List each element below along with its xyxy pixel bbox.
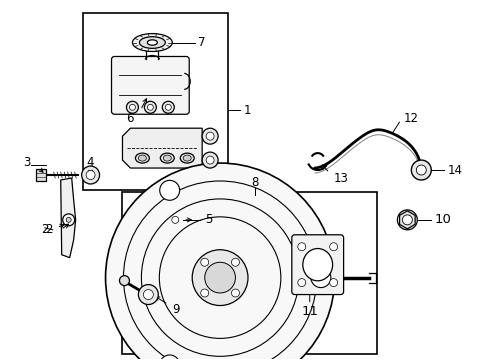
Circle shape (297, 279, 305, 287)
Circle shape (397, 210, 416, 230)
Circle shape (162, 101, 174, 113)
Circle shape (402, 215, 411, 225)
Circle shape (200, 258, 208, 266)
Circle shape (297, 243, 305, 251)
Circle shape (143, 289, 153, 300)
Ellipse shape (138, 155, 146, 161)
Circle shape (160, 355, 179, 360)
Ellipse shape (183, 155, 191, 161)
Circle shape (171, 216, 179, 223)
Text: 3: 3 (23, 156, 30, 168)
Circle shape (119, 276, 129, 285)
Circle shape (86, 171, 95, 180)
Circle shape (200, 289, 208, 297)
Circle shape (144, 101, 156, 113)
Circle shape (231, 289, 239, 297)
FancyBboxPatch shape (291, 235, 343, 294)
Ellipse shape (147, 40, 157, 45)
Circle shape (231, 258, 239, 266)
Circle shape (206, 132, 214, 140)
Bar (122, 192, 377, 354)
Circle shape (204, 262, 235, 293)
Text: 4: 4 (87, 156, 94, 168)
Bar (82, 13, 227, 190)
Text: 1: 1 (244, 104, 251, 117)
Polygon shape (122, 128, 202, 168)
Ellipse shape (302, 248, 332, 281)
Circle shape (206, 156, 214, 164)
FancyBboxPatch shape (111, 57, 189, 114)
Text: 5: 5 (205, 213, 212, 226)
Ellipse shape (132, 33, 172, 51)
Circle shape (192, 250, 247, 306)
Circle shape (415, 165, 426, 175)
Circle shape (310, 268, 330, 288)
Circle shape (147, 104, 153, 110)
Text: 2: 2 (41, 223, 49, 236)
Circle shape (202, 152, 218, 168)
Circle shape (410, 160, 430, 180)
Text: 2: 2 (45, 223, 53, 236)
Ellipse shape (139, 37, 165, 48)
Circle shape (129, 104, 135, 110)
Ellipse shape (180, 153, 194, 163)
Circle shape (62, 214, 75, 226)
Circle shape (329, 243, 337, 251)
Text: 8: 8 (251, 176, 258, 189)
Text: 9: 9 (172, 303, 180, 316)
Circle shape (81, 166, 100, 184)
Circle shape (138, 285, 158, 305)
Text: 14: 14 (447, 163, 461, 176)
Text: 12: 12 (403, 112, 418, 125)
Text: 7: 7 (198, 36, 205, 49)
Circle shape (329, 279, 337, 287)
Circle shape (160, 180, 179, 200)
Ellipse shape (160, 153, 174, 163)
Circle shape (126, 101, 138, 113)
Circle shape (167, 212, 183, 228)
Circle shape (105, 163, 334, 360)
Polygon shape (61, 178, 76, 258)
Text: 6: 6 (126, 112, 133, 125)
Ellipse shape (163, 155, 171, 161)
Circle shape (66, 217, 71, 222)
Circle shape (165, 104, 171, 110)
Ellipse shape (135, 153, 149, 163)
Text: 13: 13 (333, 171, 348, 185)
Text: 11: 11 (301, 305, 318, 318)
Circle shape (202, 128, 218, 144)
Text: 10: 10 (433, 213, 450, 226)
Bar (36, 169, 46, 181)
